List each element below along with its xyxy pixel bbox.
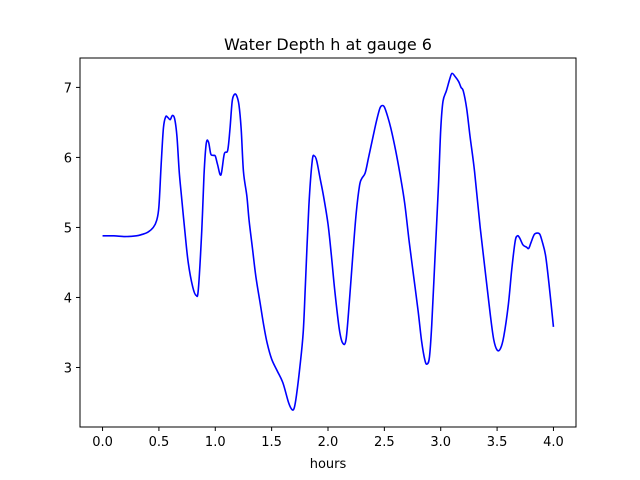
x-tick-label: 4.0	[543, 435, 564, 450]
y-tick-label: 3	[64, 361, 72, 376]
plot-area	[79, 57, 577, 428]
x-tick-label: 3.5	[487, 435, 508, 450]
x-tick-label: 0.5	[149, 435, 170, 450]
x-tick-label: 1.5	[261, 435, 282, 450]
plot-frame	[79, 57, 577, 428]
x-tick-label: 2.0	[318, 435, 339, 450]
y-tick-label: 5	[64, 221, 72, 236]
series-layer	[102, 72, 555, 411]
y-tick-label: 7	[64, 81, 72, 96]
x-tick-label: 3.0	[430, 435, 451, 450]
series-line-0	[102, 72, 555, 411]
y-axis: 3 4 5 6 7	[64, 81, 80, 376]
x-tick-label: 1.0	[205, 435, 226, 450]
chart-title: Water Depth h at gauge 6	[224, 35, 432, 54]
x-axis-label: hours	[310, 457, 347, 472]
x-tick-label: 0.0	[92, 435, 113, 450]
x-tick-label: 2.5	[374, 435, 395, 450]
y-tick-label: 4	[64, 291, 72, 306]
x-axis: 0.0 0.5 1.0 1.5 2.0 2.5 3.0 3.5 4.0	[92, 427, 564, 450]
y-tick-label: 6	[64, 151, 72, 166]
